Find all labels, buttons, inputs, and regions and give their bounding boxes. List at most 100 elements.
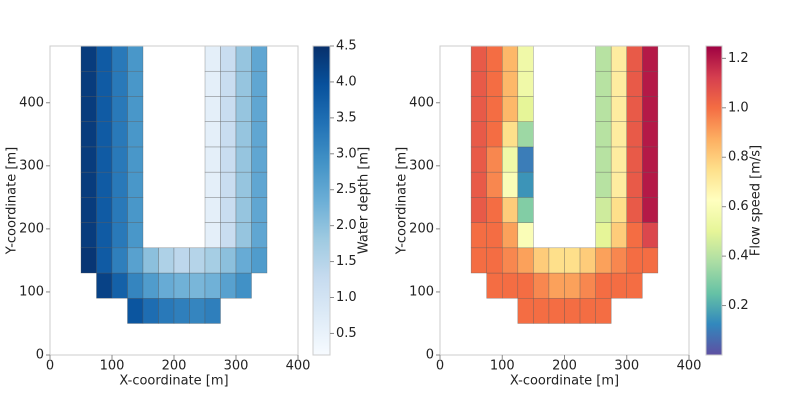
cell	[486, 45, 503, 72]
cell	[486, 247, 503, 274]
cell	[235, 171, 252, 198]
cell	[486, 197, 503, 223]
x-tick-label: 0	[46, 359, 54, 374]
cell	[470, 171, 487, 198]
cell	[517, 45, 534, 72]
cell	[470, 96, 487, 122]
cell	[127, 222, 144, 249]
cell	[517, 96, 534, 122]
cell	[502, 197, 519, 223]
cell	[220, 272, 237, 299]
cell	[173, 247, 190, 274]
cell	[251, 146, 268, 173]
cell	[642, 96, 659, 122]
y-tick-label: 100	[19, 284, 44, 299]
cell	[173, 272, 190, 299]
cell	[610, 272, 627, 299]
x-tick-label: 200	[552, 359, 577, 374]
cell	[111, 197, 128, 223]
cell	[235, 146, 252, 173]
cell	[517, 222, 534, 249]
cell	[642, 247, 659, 274]
cell	[486, 146, 503, 173]
cell	[220, 222, 237, 249]
x-tick-label: 400	[677, 359, 702, 374]
x-tick-label: 100	[490, 359, 515, 374]
cell	[533, 297, 550, 324]
cell	[127, 272, 144, 299]
cell	[80, 121, 97, 148]
cell	[486, 272, 503, 299]
cell	[595, 272, 612, 299]
cell	[517, 146, 534, 173]
x-tick-label: 0	[436, 359, 444, 374]
cell	[548, 272, 565, 299]
cell	[595, 146, 612, 173]
cell	[595, 96, 612, 122]
y-tick-label: 100	[409, 284, 434, 299]
cell	[470, 121, 487, 148]
cell	[626, 45, 643, 72]
x-tick-label: 200	[162, 359, 187, 374]
cell	[642, 146, 659, 173]
cell	[80, 171, 97, 198]
cell	[610, 222, 627, 249]
y-tick-label: 400	[19, 95, 44, 110]
cell	[158, 272, 175, 299]
cell	[502, 171, 519, 198]
cell	[470, 247, 487, 274]
colorbar-tick-label: 1.5	[336, 254, 357, 269]
cell	[610, 197, 627, 223]
cell	[251, 247, 268, 274]
cell	[204, 121, 221, 148]
cell	[96, 171, 113, 198]
cell	[80, 222, 97, 249]
cell	[502, 121, 519, 148]
cell	[626, 70, 643, 97]
cell	[610, 171, 627, 198]
colorbar	[312, 45, 331, 356]
colorbar-tick-label: 4.5	[336, 39, 357, 54]
cell	[173, 297, 190, 324]
cell	[127, 96, 144, 122]
cell	[502, 222, 519, 249]
cell	[251, 70, 268, 97]
cell	[595, 45, 612, 72]
cell	[564, 297, 581, 324]
cell	[251, 222, 268, 249]
cell	[610, 70, 627, 97]
cell	[111, 96, 128, 122]
cell	[127, 247, 144, 274]
cell	[486, 96, 503, 122]
cell	[80, 146, 97, 173]
colorbar-tick-label: 0.6	[728, 199, 749, 214]
cell	[595, 70, 612, 97]
cell	[517, 247, 534, 274]
cell	[235, 45, 252, 72]
cell	[220, 96, 237, 122]
cell	[158, 297, 175, 324]
cell	[96, 70, 113, 97]
cell	[564, 247, 581, 274]
cell	[251, 171, 268, 198]
cell	[235, 197, 252, 223]
cell	[610, 247, 627, 274]
cell	[96, 272, 113, 299]
y-tick-label: 300	[409, 158, 434, 173]
cell	[220, 146, 237, 173]
cell	[235, 272, 252, 299]
colorbar	[705, 45, 723, 356]
cell	[111, 222, 128, 249]
cell	[204, 247, 221, 274]
cell	[142, 272, 159, 299]
cell	[642, 45, 659, 72]
cell	[579, 297, 596, 324]
cell	[502, 146, 519, 173]
cell	[533, 272, 550, 299]
cell	[595, 297, 612, 324]
cell	[158, 247, 175, 274]
cell	[111, 272, 128, 299]
x-tick-label: 400	[286, 359, 311, 374]
cell	[517, 70, 534, 97]
